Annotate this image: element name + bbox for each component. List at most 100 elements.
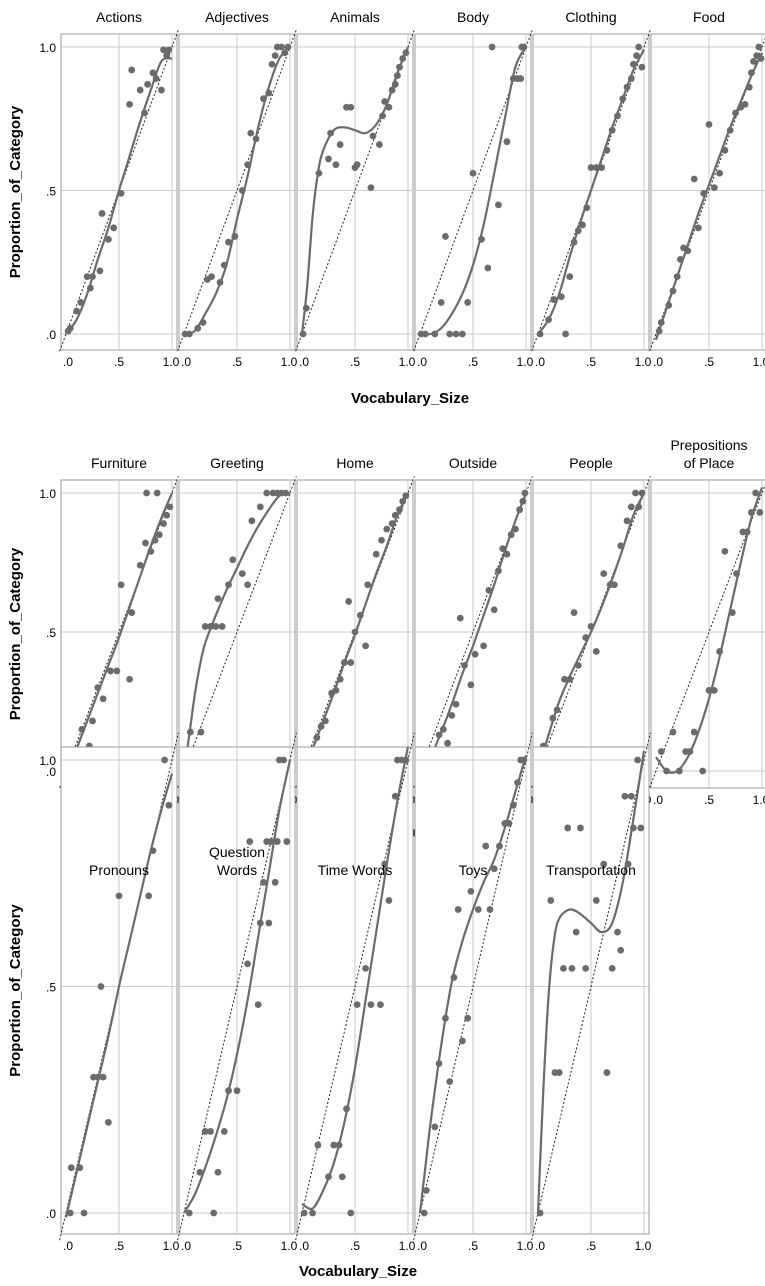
data-point <box>339 1173 346 1180</box>
data-point <box>758 55 765 62</box>
data-point <box>446 331 453 338</box>
panel-title: Outside <box>449 455 497 471</box>
data-point <box>229 556 236 563</box>
data-point <box>141 110 148 117</box>
data-point <box>748 509 755 516</box>
data-point <box>600 570 607 577</box>
data-point <box>260 879 267 886</box>
data-point <box>89 718 96 725</box>
x-tick-label: .5 <box>586 355 596 369</box>
data-point <box>748 69 755 76</box>
data-point <box>635 44 642 51</box>
data-point <box>389 520 396 527</box>
data-point <box>215 595 222 602</box>
panel-title: Home <box>336 455 374 471</box>
data-point <box>499 545 506 552</box>
data-point <box>560 965 567 972</box>
data-point <box>722 147 729 154</box>
data-point <box>464 299 471 306</box>
data-point <box>221 1128 228 1135</box>
data-point <box>197 1169 204 1176</box>
x-tick-label: 1.0 <box>163 355 180 369</box>
data-point <box>128 609 135 616</box>
data-point <box>486 587 493 594</box>
panel-title: Furniture <box>91 455 147 471</box>
data-point <box>575 662 582 669</box>
panel-furniture <box>60 476 179 788</box>
panel-people <box>532 476 651 788</box>
data-point <box>212 623 219 630</box>
x-tick-label: 1.0 <box>635 355 652 369</box>
data-point <box>711 184 718 191</box>
panel-transportation <box>532 733 651 1240</box>
data-point <box>126 676 133 683</box>
panel-title: Body <box>457 9 489 25</box>
data-point <box>742 101 749 108</box>
panel-title: Animals <box>330 9 380 25</box>
data-point <box>496 843 503 850</box>
data-point <box>614 929 621 936</box>
data-point <box>514 779 521 786</box>
x-tick-label: .0 <box>417 355 427 369</box>
data-point <box>716 170 723 177</box>
data-point <box>316 170 323 177</box>
data-point <box>656 328 663 335</box>
data-point <box>670 729 677 736</box>
data-point <box>699 768 706 775</box>
data-point <box>637 825 644 832</box>
data-point <box>519 498 526 505</box>
data-point <box>566 273 573 280</box>
panel-title: Actions <box>96 9 142 25</box>
panel-time-words <box>296 733 415 1240</box>
data-point <box>733 570 740 577</box>
data-point <box>281 49 288 56</box>
data-point <box>504 138 511 145</box>
data-point <box>161 757 168 764</box>
x-tick-label: .0 <box>63 355 73 369</box>
x-tick-label: .0 <box>299 1239 309 1253</box>
y-axis-label: Proportion_of_Category <box>7 105 24 278</box>
data-point <box>517 75 524 82</box>
data-point <box>556 1069 563 1076</box>
data-point <box>663 768 670 775</box>
data-point <box>569 965 576 972</box>
data-point <box>219 623 226 630</box>
panel-adjectives <box>178 30 297 351</box>
data-point <box>347 1210 354 1217</box>
data-point <box>336 1142 343 1149</box>
data-point <box>402 49 409 56</box>
data-point <box>386 897 393 904</box>
data-point <box>98 983 105 990</box>
data-point <box>537 1210 544 1217</box>
data-point <box>362 643 369 650</box>
data-point <box>491 606 498 613</box>
data-point <box>691 729 698 736</box>
x-tick-label: .5 <box>586 1239 596 1253</box>
data-point <box>99 210 106 217</box>
data-point <box>368 184 375 191</box>
data-point <box>389 87 396 94</box>
data-point <box>89 273 96 280</box>
data-point <box>154 490 161 497</box>
data-point <box>402 492 409 499</box>
data-point <box>144 81 151 88</box>
data-point <box>575 227 582 234</box>
panel-body <box>414 30 533 351</box>
data-point <box>495 567 502 574</box>
data-point <box>593 648 600 655</box>
data-point <box>396 64 403 71</box>
data-point <box>467 888 474 895</box>
data-point <box>301 1210 308 1217</box>
data-point <box>399 55 406 62</box>
data-point <box>309 1210 316 1217</box>
data-point <box>269 61 276 68</box>
data-point <box>128 67 135 74</box>
data-point <box>118 581 125 588</box>
data-point <box>373 551 380 558</box>
data-point <box>268 838 275 845</box>
data-point <box>67 1210 74 1217</box>
y-axis-label: Proportion_of_Category <box>7 904 24 1077</box>
data-point <box>495 201 502 208</box>
data-point <box>248 517 255 524</box>
data-point <box>489 44 496 51</box>
